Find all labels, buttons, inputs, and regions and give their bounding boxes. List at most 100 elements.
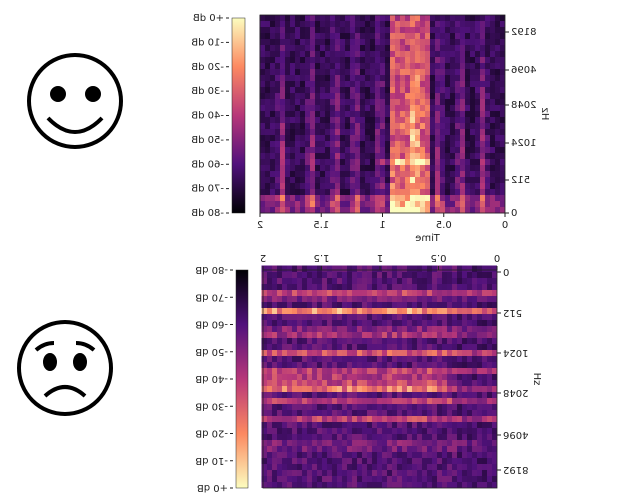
spectrogram-cell <box>500 171 506 178</box>
spectrogram-cell <box>262 344 268 351</box>
spectrogram-cell <box>390 45 396 52</box>
spectrogram-cell <box>285 117 291 124</box>
spectrogram-cell <box>450 75 456 82</box>
spectrogram-cell <box>282 290 288 297</box>
spectrogram-cell <box>392 380 398 387</box>
spectrogram-cell <box>380 117 386 124</box>
spectrogram-cell <box>392 422 398 429</box>
spectrogram-cell <box>375 93 381 100</box>
spectrogram-cell <box>480 57 486 64</box>
spectrogram-cell <box>467 338 473 345</box>
spectrogram-cell <box>292 422 298 429</box>
spectrogram-cell <box>310 57 316 64</box>
spectrogram-cell <box>332 356 338 363</box>
spectrogram-cell <box>357 428 363 435</box>
spectrogram-cell <box>397 266 403 273</box>
spectrogram-cell <box>495 195 501 202</box>
spectrogram-cell <box>480 69 486 76</box>
spectrogram-cell <box>417 464 423 471</box>
spectrogram-cell <box>355 105 361 112</box>
spectrogram-cell <box>452 278 458 285</box>
spectrogram-cell <box>352 314 358 321</box>
spectrogram-cell <box>325 165 331 172</box>
spectrogram-cell <box>315 81 321 88</box>
spectrogram-cell <box>475 21 481 28</box>
spectrogram-cell <box>467 482 473 489</box>
spectrogram-cell <box>445 171 451 178</box>
spectrogram-cell <box>282 368 288 375</box>
spectrogram-cell <box>307 284 313 291</box>
spectrogram-cell <box>385 207 391 214</box>
spectrogram-cell <box>327 392 333 399</box>
spectrogram-cell <box>492 398 498 405</box>
spectrogram-cell <box>460 15 466 22</box>
spectrogram-cell <box>357 368 363 375</box>
spectrogram-cell <box>480 177 486 184</box>
spectrogram-cell <box>325 153 331 160</box>
spectrogram-cell <box>472 464 478 471</box>
spectrogram-cell <box>462 290 468 297</box>
spectrogram-cell <box>400 177 406 184</box>
spectrogram-cell <box>477 392 483 399</box>
spectrogram-cell <box>350 111 356 118</box>
spectrogram-cell <box>425 159 431 166</box>
spectrogram-cell <box>272 272 278 279</box>
spectrogram-cell <box>482 440 488 447</box>
spectrogram-cell <box>372 326 378 333</box>
spectrogram-cell <box>480 195 486 202</box>
spectrogram-cell <box>287 278 293 285</box>
spectrogram-cell <box>335 141 341 148</box>
spectrogram-cell <box>352 452 358 459</box>
spectrogram-cell <box>315 123 321 130</box>
spectrogram-cell <box>432 266 438 273</box>
spectrogram-cell <box>400 159 406 166</box>
spectrogram-cell <box>440 57 446 64</box>
spectrogram-cell <box>290 117 296 124</box>
spectrogram-cell <box>432 452 438 459</box>
spectrogram-cell <box>475 39 481 46</box>
spectrogram-cell <box>277 458 283 465</box>
spectrogram-cell <box>305 81 311 88</box>
spectrogram-cell <box>367 416 373 423</box>
spectrogram-cell <box>445 129 451 136</box>
spectrogram-cell <box>452 452 458 459</box>
spectrogram-cell <box>382 350 388 357</box>
spectrogram-cell <box>425 39 431 46</box>
spectrogram-cell <box>302 452 308 459</box>
spectrogram-cell <box>370 165 376 172</box>
spectrogram-cell <box>415 75 421 82</box>
spectrogram-cell <box>437 320 443 327</box>
spectrogram-cell <box>390 27 396 34</box>
spectrogram-cell <box>352 392 358 399</box>
spectrogram-cell <box>407 446 413 453</box>
spectrogram-cell <box>365 129 371 136</box>
colorbar <box>236 270 248 488</box>
spectrogram-cell <box>417 326 423 333</box>
spectrogram-cell <box>420 189 426 196</box>
spectrogram-cell <box>327 428 333 435</box>
spectrogram-cell <box>287 308 293 315</box>
spectrogram-cell <box>277 464 283 471</box>
spectrogram-cell <box>285 153 291 160</box>
spectrogram-cell <box>365 75 371 82</box>
spectrogram-cell <box>482 296 488 303</box>
spectrogram-cell <box>407 296 413 303</box>
spectrogram-cell <box>402 452 408 459</box>
spectrogram-cell <box>315 177 321 184</box>
spectrogram-cell <box>487 398 493 405</box>
spectrogram-cell <box>280 183 286 190</box>
spectrogram-cell <box>392 386 398 393</box>
spectrogram-cell <box>330 57 336 64</box>
spectrogram-cell <box>372 320 378 327</box>
spectrogram-cell <box>487 326 493 333</box>
spectrogram-cell <box>345 183 351 190</box>
spectrogram-cell <box>382 416 388 423</box>
spectrogram-cell <box>290 111 296 118</box>
spectrogram-cell <box>405 87 411 94</box>
spectrogram-cell <box>365 153 371 160</box>
spectrogram-cell <box>327 374 333 381</box>
spectrogram-cell <box>475 201 481 208</box>
spectrogram-cell <box>370 27 376 34</box>
spectrogram-cell <box>342 284 348 291</box>
spectrogram-cell <box>422 320 428 327</box>
